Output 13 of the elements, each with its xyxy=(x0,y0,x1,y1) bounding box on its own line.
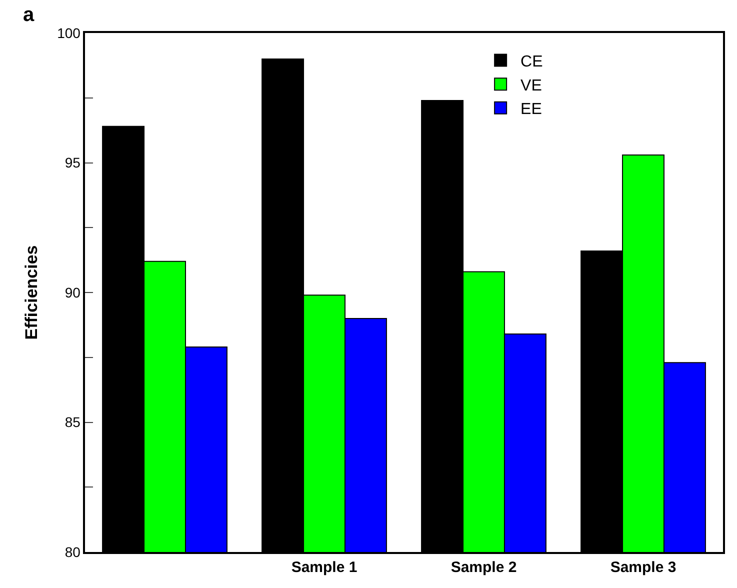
x-tick-label: Sample 3 xyxy=(610,558,676,576)
y-axis-title: Efficiencies xyxy=(22,245,42,340)
y-tick-label: 95 xyxy=(64,154,81,171)
y-tick-label: 90 xyxy=(64,284,81,300)
text: a xyxy=(23,4,35,26)
y-tick-label: 80 xyxy=(64,544,81,560)
legend-label: VE xyxy=(520,77,542,94)
legend-label: EE xyxy=(520,101,542,118)
x-tick-label: Sample 1 xyxy=(291,558,358,576)
y-tick-label: 85 xyxy=(64,414,81,430)
x-tick-label: Sample 2 xyxy=(450,558,517,576)
y-tick-label: 100 xyxy=(57,24,81,41)
legend-label: CE xyxy=(520,54,543,71)
